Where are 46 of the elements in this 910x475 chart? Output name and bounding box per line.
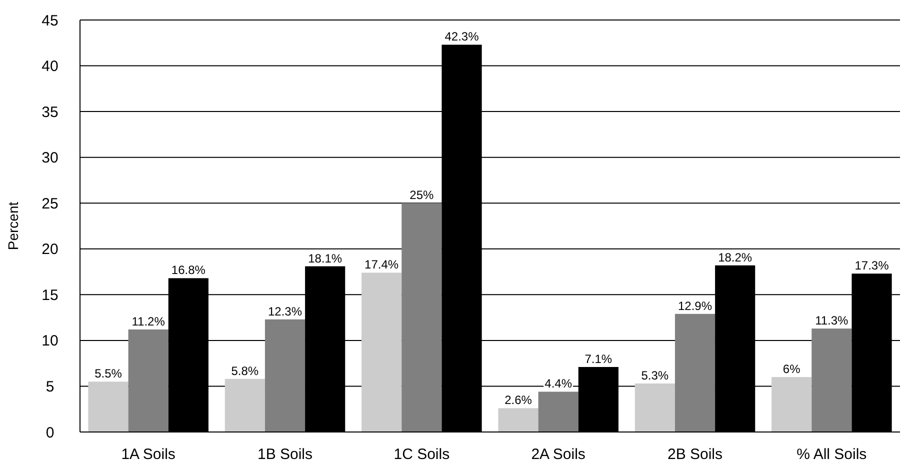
y-tick-label: 10: [42, 332, 58, 350]
bar: [674, 314, 716, 432]
x-tick-label: 1C Soils: [394, 446, 450, 463]
data-label: 11.2%: [132, 314, 166, 328]
bar: [772, 377, 812, 432]
bar: [634, 383, 675, 432]
bar: [812, 328, 852, 432]
bar: [128, 329, 168, 432]
bar: [362, 272, 402, 432]
bar: [402, 203, 442, 432]
data-label: 5.8%: [231, 364, 259, 378]
data-label: 25%: [410, 188, 434, 202]
x-tick-label: % All Soils: [796, 446, 867, 463]
y-tick-label: 15: [42, 286, 58, 304]
y-tick-label: 5: [46, 378, 54, 396]
bar: [498, 408, 538, 432]
y-tick-label: 35: [42, 104, 58, 121]
data-label: 12.3%: [268, 304, 302, 318]
bar: [224, 378, 265, 432]
data-label: 5.5%: [94, 366, 122, 381]
data-label: 7.1%: [584, 352, 612, 366]
data-label: 5.3%: [641, 368, 669, 382]
data-label: 17.3%: [854, 258, 890, 273]
bar: [538, 392, 578, 432]
data-label: 12.9%: [678, 298, 712, 313]
data-label: 18.1%: [308, 251, 342, 266]
data-label: 42.3%: [444, 30, 480, 44]
data-label: 11.3%: [815, 314, 849, 328]
data-label: 16.8%: [171, 263, 206, 278]
y-tick-label: 20: [42, 241, 58, 258]
y-tick-label: 30: [42, 150, 58, 167]
y-tick-label: 0: [46, 424, 54, 442]
bar: [88, 382, 128, 432]
y-tick-label: 40: [42, 58, 58, 76]
y-tick-label: 45: [42, 12, 58, 30]
data-label: 18.2%: [718, 250, 752, 264]
y-tick-label: 25: [42, 195, 58, 212]
bar: [264, 319, 306, 432]
data-label: 17.4%: [364, 258, 399, 272]
x-tick-label: 1A Soils: [121, 446, 176, 463]
x-tick-label: 2A Soils: [531, 446, 586, 463]
y-axis-title: Percent: [5, 202, 21, 250]
data-label: 6%: [782, 362, 801, 376]
x-tick-label: 2B Soils: [667, 446, 723, 463]
x-tick-label: 1B Soils: [257, 446, 313, 463]
data-label: 2.6%: [504, 393, 532, 408]
